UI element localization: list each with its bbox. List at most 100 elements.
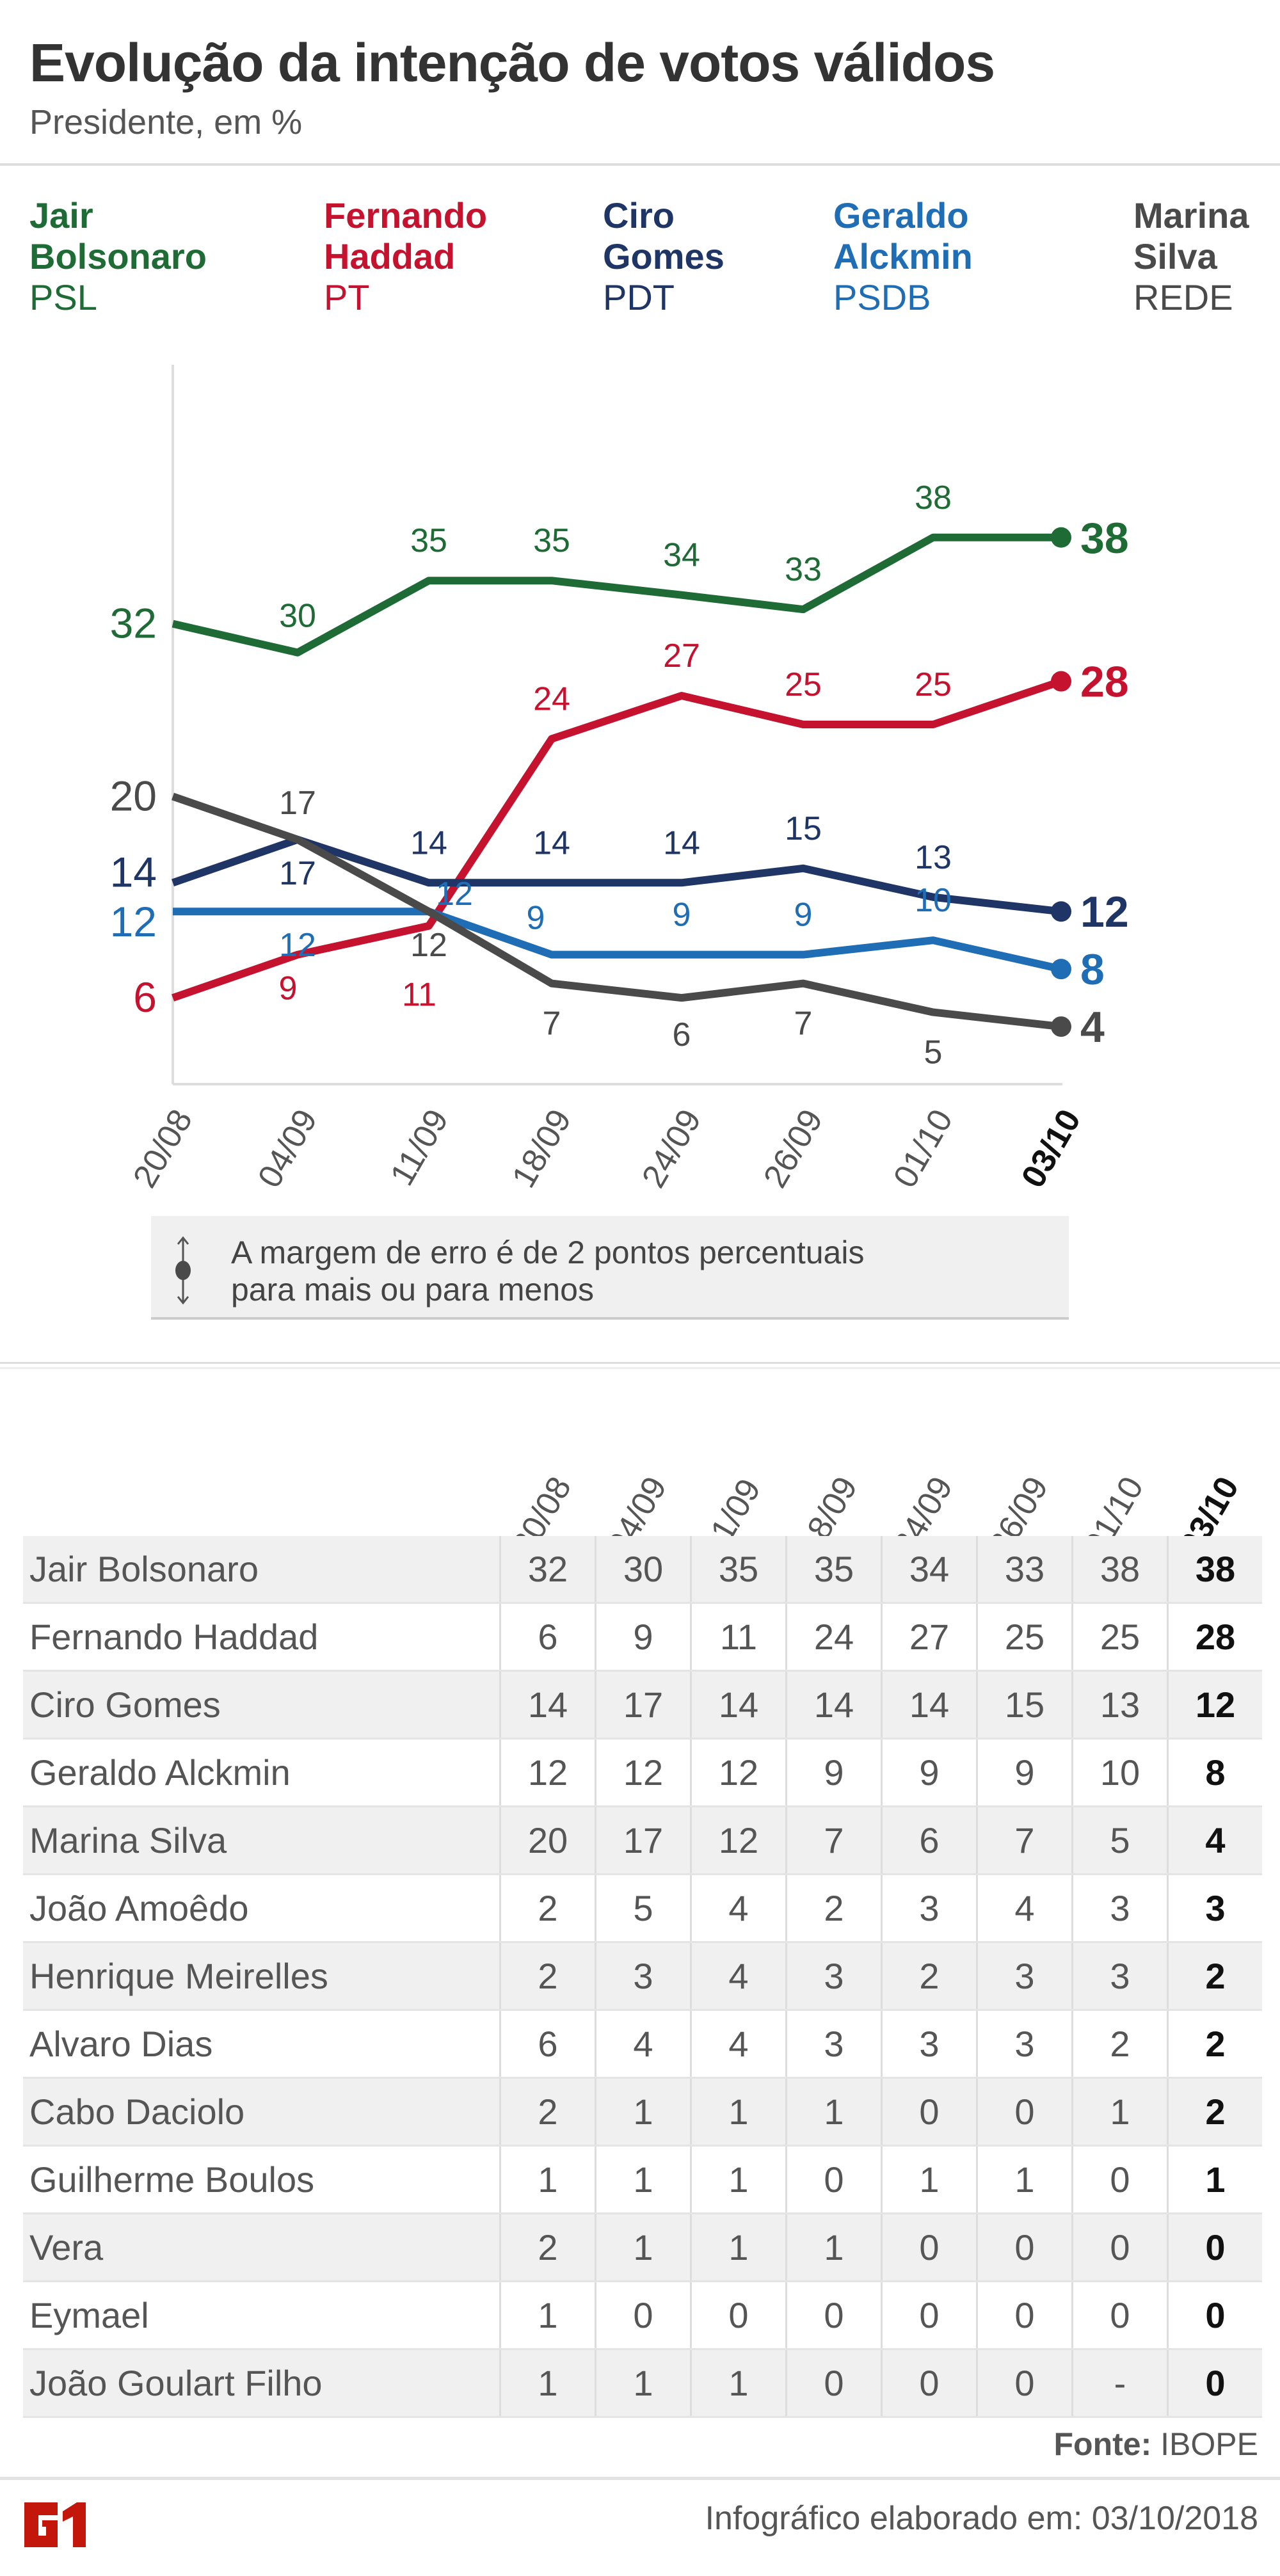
legend-candidate-name: Gomes bbox=[603, 236, 724, 276]
data-label: 28 bbox=[1080, 658, 1129, 707]
table-cell: 25 bbox=[976, 1603, 1073, 1672]
table-cell: 13 bbox=[1071, 1670, 1168, 1740]
data-label: 11 bbox=[402, 977, 436, 1014]
table-cell: 7 bbox=[976, 1806, 1073, 1875]
table-cell: 34 bbox=[881, 1536, 977, 1604]
table-cell: 14 bbox=[785, 1670, 882, 1740]
table-cell: 27 bbox=[881, 1603, 977, 1672]
table-cell: 9 bbox=[595, 1603, 691, 1672]
table-cell: 1 bbox=[690, 2349, 787, 2418]
table-cell: 28 bbox=[1167, 1603, 1262, 1672]
end-point-marker bbox=[1051, 959, 1071, 980]
margin-of-error-note: A margem de erro é de 2 pontos percentua… bbox=[151, 1216, 1069, 1320]
table-cell: 1 bbox=[785, 2213, 882, 2282]
table-cell: 3 bbox=[881, 2010, 977, 2079]
table-cell: 0 bbox=[976, 2213, 1073, 2282]
source-value: IBOPE bbox=[1160, 2426, 1258, 2462]
end-point-marker bbox=[1051, 1016, 1071, 1037]
candidate-name: João Goulart Filho bbox=[23, 2349, 500, 2418]
legend-party: PSDB bbox=[833, 277, 931, 317]
table-cell: 3 bbox=[976, 1942, 1073, 2011]
table-cell: 2 bbox=[1167, 2010, 1262, 2079]
table-cell: 3 bbox=[1071, 1874, 1168, 1943]
data-label: 9 bbox=[673, 897, 691, 934]
data-label: 9 bbox=[794, 897, 813, 934]
data-label: 6 bbox=[133, 973, 157, 1021]
table-cell: 12 bbox=[690, 1806, 787, 1875]
data-label: 14 bbox=[663, 824, 700, 861]
table-cell: 30 bbox=[595, 1536, 691, 1604]
table-cell: 8 bbox=[1167, 1738, 1262, 1807]
candidate-name: Guilherme Boulos bbox=[23, 2145, 500, 2214]
table-cell: - bbox=[1071, 2349, 1168, 2418]
table-cell: 1 bbox=[595, 2213, 691, 2282]
data-label: 38 bbox=[1080, 514, 1129, 563]
table-cell: 3 bbox=[785, 2010, 882, 2079]
table-cell: 3 bbox=[1167, 1874, 1262, 1943]
data-label: 6 bbox=[673, 1016, 691, 1053]
page-title: Evolução da intenção de votos válidos bbox=[29, 33, 995, 93]
table-cell: 0 bbox=[881, 2349, 977, 2418]
table-cell: 2 bbox=[1167, 2077, 1262, 2147]
data-label: 12 bbox=[110, 898, 157, 945]
table-cell: 10 bbox=[1071, 1738, 1168, 1807]
note-line-2: para mais ou para menos bbox=[231, 1272, 594, 1308]
table-cell: 12 bbox=[1167, 1670, 1262, 1740]
divider bbox=[0, 1362, 1280, 1364]
candidate-name: Ciro Gomes bbox=[23, 1670, 500, 1740]
data-label: 14 bbox=[410, 824, 447, 861]
candidate-name: Alvaro Dias bbox=[23, 2010, 500, 2079]
candidate-name: Cabo Daciolo bbox=[23, 2077, 500, 2147]
data-label: 9 bbox=[279, 970, 298, 1007]
table-cell: 4 bbox=[690, 1942, 787, 2011]
data-label: 24 bbox=[533, 680, 570, 717]
data-label: 25 bbox=[785, 666, 822, 703]
legend-candidate-name: Geraldo bbox=[833, 195, 969, 236]
table-cell: 2 bbox=[499, 1874, 596, 1943]
legend-candidate-name: Ciro bbox=[603, 195, 675, 236]
series-line bbox=[172, 677, 1062, 1002]
candidate-name: Marina Silva bbox=[23, 1806, 500, 1875]
table-row: Fernando Haddad 6 9 11 24 27 25 25 28 bbox=[23, 1603, 1262, 1672]
series-line bbox=[172, 792, 1062, 1031]
table-cell: 0 bbox=[881, 2281, 977, 2350]
divider bbox=[0, 2477, 1280, 2480]
table-cell: 5 bbox=[595, 1874, 691, 1943]
table-cell: 35 bbox=[785, 1536, 882, 1604]
x-tick-label: 24/09 bbox=[635, 1103, 708, 1194]
source-label: Fonte: bbox=[1053, 2426, 1152, 2462]
x-tick-label: 26/09 bbox=[756, 1103, 830, 1194]
table-cell: 24 bbox=[785, 1603, 882, 1672]
table-cell: 0 bbox=[976, 2349, 1073, 2418]
table-cell: 14 bbox=[881, 1670, 977, 1740]
table-cell: 6 bbox=[881, 1806, 977, 1875]
table-cell: 1 bbox=[881, 2145, 977, 2214]
table-cell: 9 bbox=[976, 1738, 1073, 1807]
data-label: 10 bbox=[915, 882, 952, 919]
table-cell: 0 bbox=[1071, 2213, 1168, 2282]
legend-item: Marina Silva REDE bbox=[1133, 195, 1249, 318]
table-cell: 11 bbox=[690, 1603, 787, 1672]
table-cell: 9 bbox=[785, 1738, 882, 1807]
table-cell: 0 bbox=[976, 2281, 1073, 2350]
legend-item: Ciro Gomes PDT bbox=[603, 195, 724, 318]
table-cell: 0 bbox=[881, 2077, 977, 2147]
table-cell: 0 bbox=[881, 2213, 977, 2282]
x-tick-label: 20/08 bbox=[126, 1103, 200, 1194]
table-cell: 4 bbox=[976, 1874, 1073, 1943]
table-cell: 3 bbox=[1071, 1942, 1168, 2011]
legend-candidate-name: Haddad bbox=[324, 236, 456, 276]
data-label: 14 bbox=[110, 848, 157, 895]
table-cell: 0 bbox=[690, 2281, 787, 2350]
x-tick-label: 11/09 bbox=[383, 1103, 456, 1192]
data-label: 33 bbox=[785, 551, 822, 588]
table-cell: 0 bbox=[1167, 2213, 1262, 2282]
table-cell: 6 bbox=[499, 2010, 596, 2079]
table-cell: 1 bbox=[499, 2281, 596, 2350]
table-row: Guilherme Boulos 1 1 1 0 1 1 0 1 bbox=[23, 2145, 1262, 2214]
table-cell: 1 bbox=[1071, 2077, 1168, 2147]
table-row: Geraldo Alckmin 12 12 12 9 9 9 10 8 bbox=[23, 1738, 1262, 1807]
table-cell: 2 bbox=[1167, 1942, 1262, 2011]
end-point-marker bbox=[1051, 671, 1071, 692]
x-tick-label: 18/09 bbox=[505, 1103, 579, 1194]
